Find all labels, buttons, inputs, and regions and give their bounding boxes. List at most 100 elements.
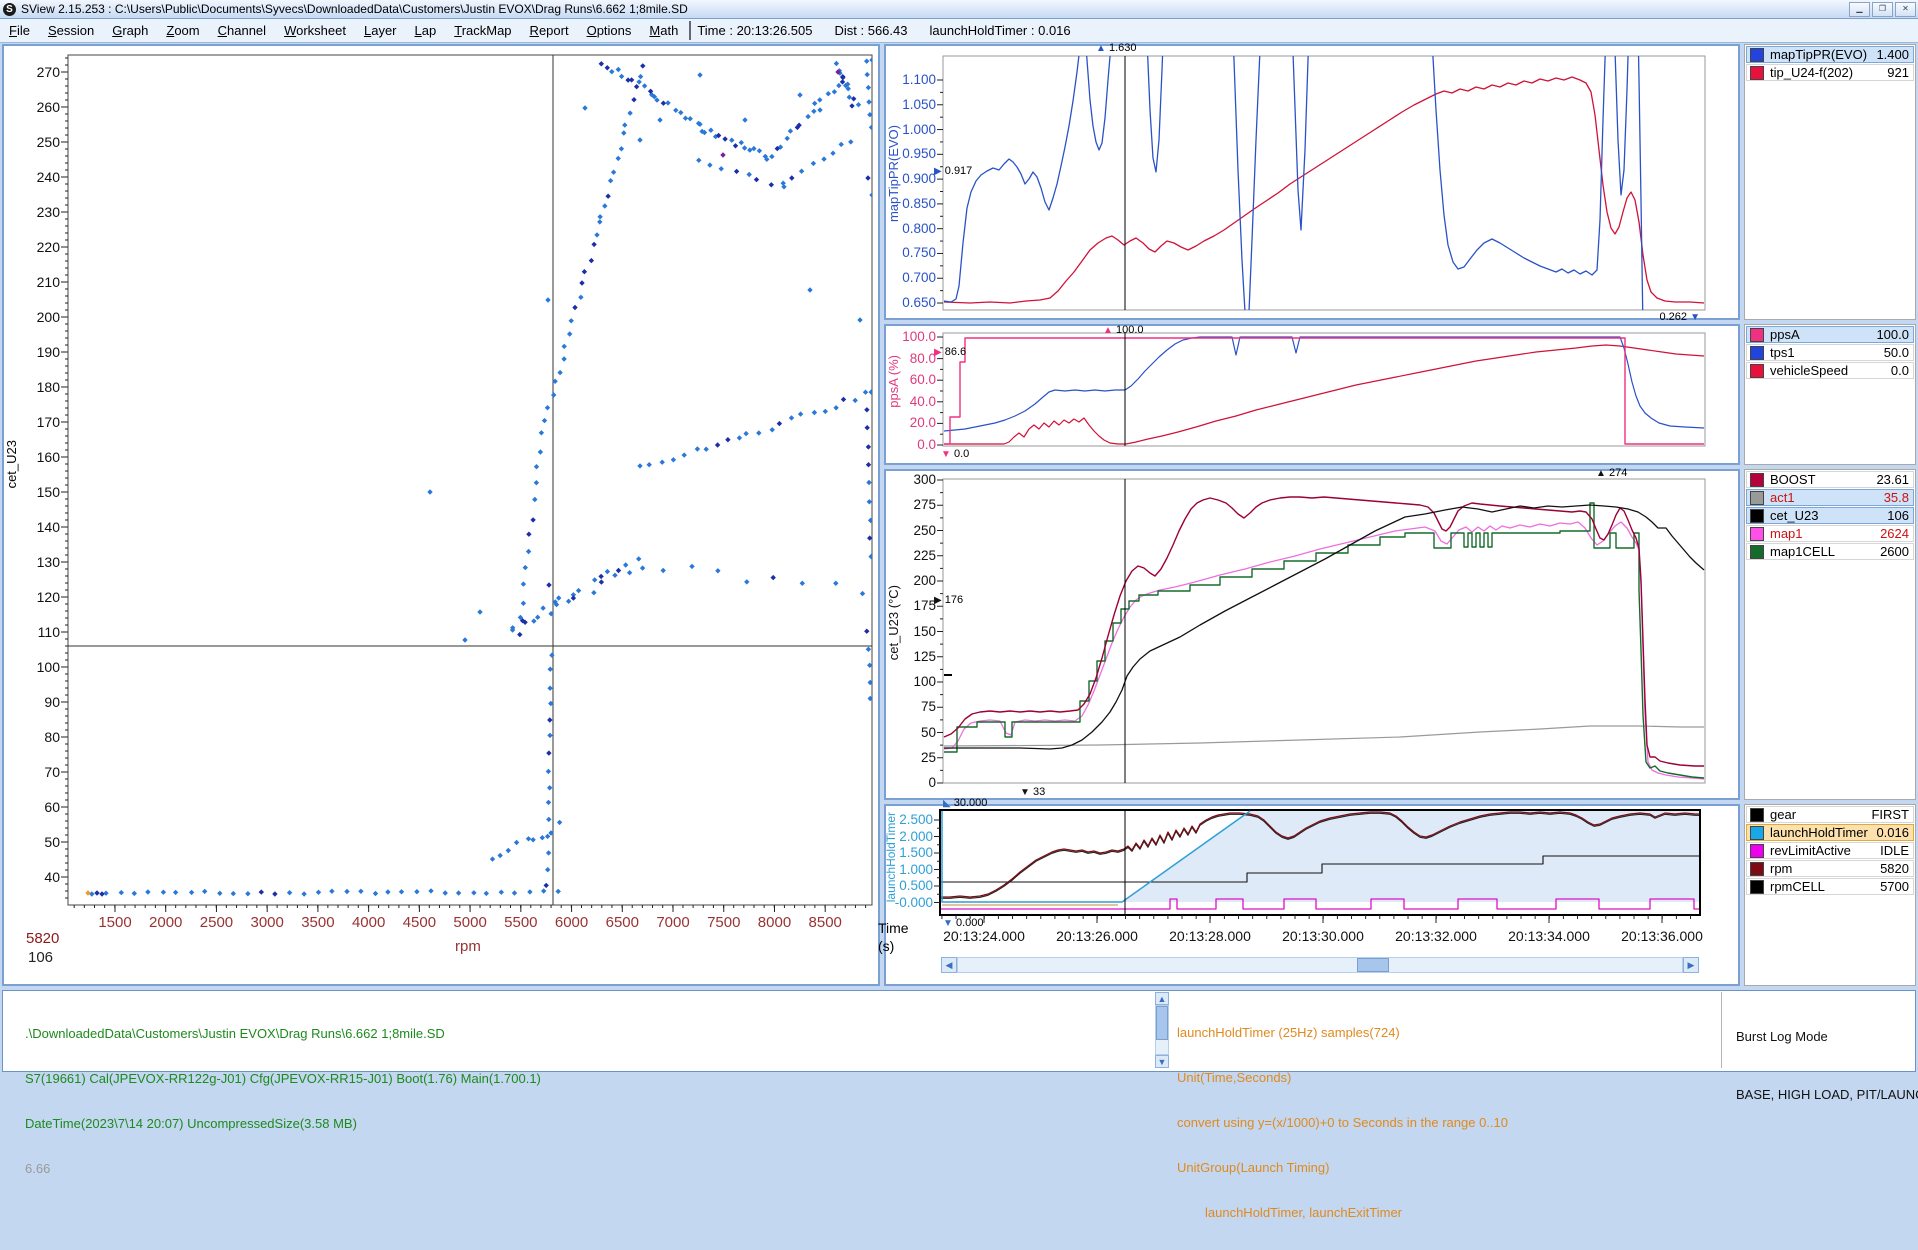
close-button[interactable]: ✕	[1895, 2, 1916, 17]
legend-row-map1CELL[interactable]: map1CELL 2600	[1746, 543, 1914, 560]
channel-name: act1	[1770, 490, 1795, 505]
sview-app: S SView 2.15.253 : C:\Users\Public\Docum…	[0, 0, 1918, 1220]
channel-name: tip_U24-f(202)	[1770, 65, 1854, 80]
legend-row-ppsA[interactable]: ppsA 100.0	[1746, 326, 1914, 343]
channel-value: 0.0	[1890, 363, 1909, 378]
menu-item-math[interactable]: Math	[649, 23, 679, 38]
scrollbar-thumb[interactable]	[1156, 1006, 1168, 1040]
log-file-info: .\DownloadedData\Customers\Justin EVOX\D…	[25, 1026, 541, 1176]
footer-info-panel: .\DownloadedData\Customers\Justin EVOX\D…	[2, 990, 1918, 1220]
channel-name: rpm	[1770, 861, 1793, 876]
legend-row-rpm[interactable]: rpm 5820	[1746, 860, 1914, 877]
legend-panel-ppsa: ppsA 100.0 tps1 50.0 vehicleSpeed 0.0	[1744, 324, 1916, 465]
channel-name: cet_U23	[1770, 508, 1819, 523]
scroll-right-button[interactable]: ▶	[1683, 957, 1699, 973]
maximize-button[interactable]: ❐	[1872, 2, 1893, 17]
burst-log-mode-label: Burst Log Mode BASE, HIGH LOAD, PIT/LAUN…	[1736, 1029, 1918, 1102]
channel-value: FIRST	[1871, 807, 1909, 822]
legend-panel-launch: gear FIRST launchHoldTimer 0.016 revLimitAct…	[1744, 804, 1916, 986]
channel-name: vehicleSpeed	[1770, 363, 1849, 378]
menu-bar: File Session Graph Zoom Channel Worksheet Laye…	[0, 19, 1918, 43]
channel-value: 50.0	[1883, 345, 1909, 360]
channel-color-swatch	[1750, 825, 1764, 840]
title-bar[interactable]: S SView 2.15.253 : C:\Users\Public\Docum…	[0, 0, 1918, 19]
menu-item-graph[interactable]: Graph	[112, 23, 149, 38]
channel-name: mapTipPR(EVO)	[1770, 47, 1868, 62]
channel-value: 2600	[1880, 544, 1909, 559]
legend-row-BOOST[interactable]: BOOST 23.61	[1746, 471, 1914, 488]
channel-value: 100.0	[1876, 327, 1909, 342]
channel-name: BOOST	[1770, 472, 1816, 487]
menu-item-options[interactable]: Options	[586, 23, 632, 38]
channel-color-swatch	[1750, 526, 1764, 541]
scroll-down-button[interactable]: ▼	[1155, 1055, 1169, 1068]
channel-color-swatch	[1750, 363, 1764, 378]
channel-name: map1	[1770, 526, 1803, 541]
menu-item-layer[interactable]: Layer	[363, 23, 397, 38]
legend-row-mapTipPR(EVO)[interactable]: mapTipPR(EVO) 1.400	[1746, 46, 1914, 63]
menu-item-zoom[interactable]: Zoom	[166, 23, 200, 38]
channel-value: IDLE	[1880, 843, 1909, 858]
menu-items: File Session Graph Zoom Channel Worksheet Laye…	[0, 20, 687, 41]
status-readout: Time : 20:13:26.505 Dist : 566.43 launch…	[697, 23, 1070, 38]
channel-color-swatch	[1750, 345, 1764, 360]
menu-item-trackmap[interactable]: TrackMap	[454, 23, 512, 38]
chart-panel-cet[interactable]	[884, 469, 1740, 800]
channel-name: revLimitActive	[1770, 843, 1851, 858]
channel-color-swatch	[1750, 843, 1764, 858]
channel-color-swatch	[1750, 490, 1764, 505]
scroll-up-button[interactable]: ▲	[1155, 992, 1169, 1005]
channel-color-swatch	[1750, 807, 1764, 822]
legend-row-launchHoldTimer[interactable]: launchHoldTimer 0.016	[1746, 824, 1914, 841]
channel-name: rpmCELL	[1770, 879, 1825, 894]
legend-row-revLimitActive[interactable]: revLimitActive IDLE	[1746, 842, 1914, 859]
channel-color-swatch	[1750, 544, 1764, 559]
channel-value: 921	[1887, 65, 1909, 80]
menu-item-worksheet[interactable]: Worksheet	[284, 23, 346, 38]
minimize-button[interactable]: ▁	[1849, 2, 1870, 17]
channel-color-swatch	[1750, 879, 1764, 894]
channel-name: gear	[1770, 807, 1797, 822]
window-title: SView 2.15.253 : C:\Users\Public\Documen…	[21, 2, 688, 16]
menu-item-lap[interactable]: Lap	[414, 23, 437, 38]
status-launch-hold-timer: launchHoldTimer : 0.016	[929, 23, 1071, 38]
channel-value: 106	[1887, 508, 1909, 523]
scatter-plot-panel[interactable]	[2, 44, 880, 986]
channel-color-swatch	[1750, 65, 1764, 80]
legend-row-tps1[interactable]: tps1 50.0	[1746, 344, 1914, 361]
chart-panel-ppsa[interactable]	[884, 324, 1740, 465]
status-time: Time : 20:13:26.505	[697, 23, 813, 38]
legend-row-vehicleSpeed[interactable]: vehicleSpeed 0.0	[1746, 362, 1914, 379]
app-icon: S	[3, 2, 16, 16]
legend-row-cet_U23[interactable]: cet_U23 106	[1746, 507, 1914, 524]
menu-item-session[interactable]: Session	[47, 23, 95, 38]
channel-name: map1CELL	[1770, 544, 1836, 559]
channel-value: 0.016	[1876, 825, 1909, 840]
legend-row-map1[interactable]: map1 2624	[1746, 525, 1914, 542]
channel-name: ppsA	[1770, 327, 1800, 342]
menu-item-report[interactable]: Report	[529, 23, 569, 38]
scroll-left-button[interactable]: ◀	[941, 957, 957, 973]
channel-name: tps1	[1770, 345, 1795, 360]
menu-separator	[689, 21, 692, 40]
menu-item-channel[interactable]: Channel	[217, 23, 267, 38]
channel-value: 5700	[1880, 879, 1909, 894]
log-duration: 6.66	[25, 1161, 51, 1176]
legend-row-rpmCELL[interactable]: rpmCELL 5700	[1746, 878, 1914, 895]
channel-color-swatch	[1750, 47, 1764, 62]
legend-row-gear[interactable]: gear FIRST	[1746, 806, 1914, 823]
channel-color-swatch	[1750, 861, 1764, 876]
scrollbar-track[interactable]	[957, 957, 1683, 973]
scrollbar-thumb[interactable]	[1357, 958, 1389, 972]
channel-info: launchHoldTimer (25Hz) samples(724) Unit…	[1177, 1025, 1508, 1220]
menu-item-file[interactable]: File	[9, 23, 30, 38]
channel-value: 2624	[1880, 526, 1909, 541]
legend-row-tip_U24-f(202)[interactable]: tip_U24-f(202) 921	[1746, 64, 1914, 81]
legend-row-act1[interactable]: act1 35.8	[1746, 489, 1914, 506]
channel-color-swatch	[1750, 508, 1764, 523]
channel-name: launchHoldTimer	[1770, 825, 1868, 840]
chart-panel-maptippr[interactable]	[884, 44, 1740, 320]
channel-color-swatch	[1750, 472, 1764, 487]
legend-panel-maptippr: mapTipPR(EVO) 1.400 tip_U24-f(202) 921	[1744, 44, 1916, 320]
channel-value: 35.8	[1883, 490, 1909, 505]
